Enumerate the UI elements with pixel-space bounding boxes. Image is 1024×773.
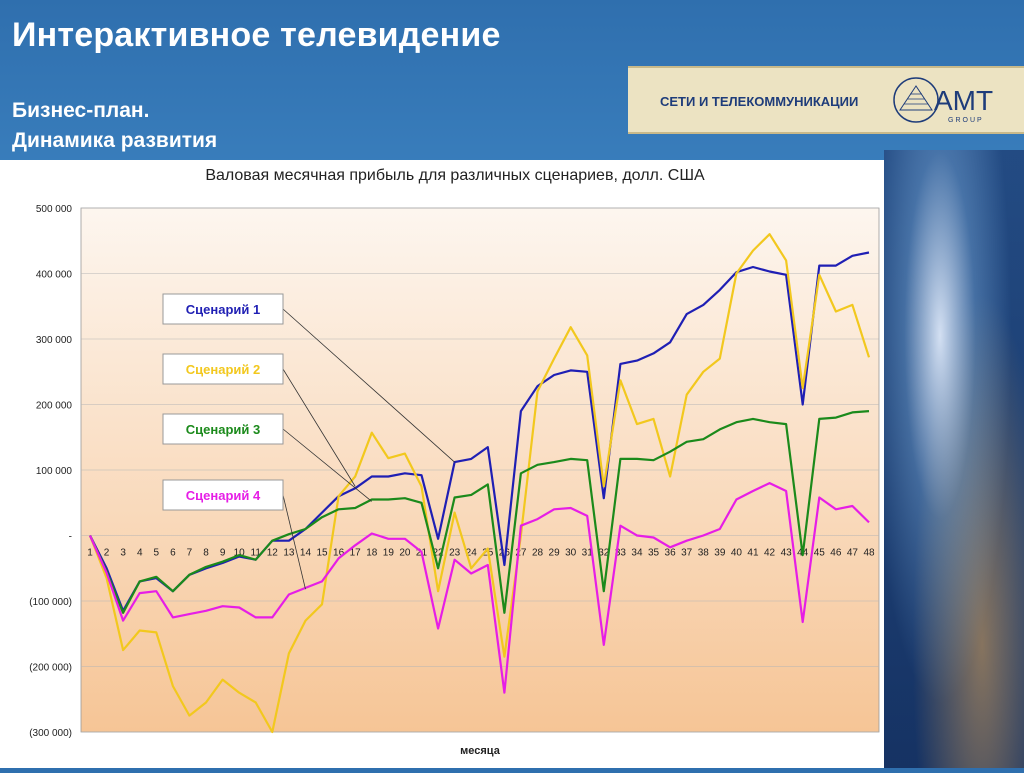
x-tick-label: 13 [283, 548, 295, 559]
x-tick-label: 17 [350, 548, 362, 559]
x-tick-label: 1 [87, 548, 93, 559]
x-tick-label: 33 [615, 548, 627, 559]
x-tick-label: 9 [220, 548, 226, 559]
legend-leader-line [282, 428, 373, 502]
y-tick-label: 100 000 [36, 466, 73, 477]
chart-panel: Валовая месячная прибыль для различных с… [0, 160, 884, 768]
profit-chart: Валовая месячная прибыль для различных с… [29, 167, 880, 757]
x-tick-label: 28 [532, 548, 544, 559]
x-tick-label: 48 [863, 548, 875, 559]
legend-leader-line [282, 308, 455, 463]
x-tick-label: 29 [549, 548, 561, 559]
y-tick-label: (100 000) [29, 597, 72, 608]
legend-leader-line [282, 368, 356, 487]
x-tick-label: 23 [449, 548, 461, 559]
legend-label: Сценарий 1 [186, 302, 260, 317]
x-tick-label: 7 [187, 548, 193, 559]
x-tick-label: 4 [137, 548, 143, 559]
logo-brand-subtext: GROUP [948, 117, 984, 124]
y-tick-label: 500 000 [36, 204, 73, 215]
company-logo-band: СЕТИ И ТЕЛЕКОММУНИКАЦИИ AMT GROUP [628, 66, 1024, 134]
x-tick-label: 26 [499, 548, 511, 559]
legend-box [162, 413, 284, 445]
x-tick-label: 35 [648, 548, 660, 559]
y-tick-label: - [69, 532, 72, 543]
x-tick-label: 12 [267, 548, 279, 559]
y-tick-label: (200 000) [29, 663, 72, 674]
y-tick-label: 400 000 [36, 270, 73, 281]
series-line-4 [88, 482, 870, 694]
x-tick-label: 31 [582, 548, 594, 559]
x-tick-label: 5 [154, 548, 160, 559]
x-tick-label: 46 [830, 548, 842, 559]
series-line-3 [89, 410, 870, 614]
series-line-2 [88, 233, 871, 734]
x-tick-label: 18 [366, 548, 378, 559]
x-tick-label: 42 [764, 548, 776, 559]
page-subtitle: Бизнес-план. Динамика развития [12, 96, 217, 156]
x-tick-label: 27 [515, 548, 527, 559]
x-axis-label: месяца [460, 745, 501, 757]
decorative-background-image [884, 150, 1024, 768]
subtitle-line-2: Динамика развития [12, 129, 218, 152]
x-tick-label: 10 [234, 548, 246, 559]
x-tick-label: 37 [681, 548, 693, 559]
page-title: Интерактивное телевидение [12, 16, 501, 54]
x-tick-label: 14 [300, 548, 312, 559]
company-tagline: СЕТИ И ТЕЛЕКОММУНИКАЦИИ [660, 94, 859, 109]
x-tick-label: 22 [433, 548, 445, 559]
legend-leader-line [282, 494, 306, 590]
x-tick-label: 41 [747, 548, 759, 559]
y-tick-label: 200 000 [36, 401, 73, 412]
x-tick-label: 45 [814, 548, 826, 559]
x-tick-label: 6 [170, 548, 176, 559]
legend-label: Сценарий 3 [186, 422, 260, 437]
x-tick-label: 11 [251, 548, 262, 559]
chart-title: Валовая месячная прибыль для различных с… [205, 167, 705, 184]
x-tick-label: 34 [631, 548, 643, 559]
x-tick-label: 2 [104, 548, 110, 559]
x-tick-label: 32 [598, 548, 610, 559]
x-tick-label: 47 [847, 548, 859, 559]
x-tick-label: 8 [203, 548, 209, 559]
x-tick-label: 24 [466, 548, 478, 559]
x-tick-label: 39 [714, 548, 726, 559]
x-tick-label: 3 [120, 548, 126, 559]
subtitle-line-1: Бизнес-план. [12, 99, 150, 122]
x-tick-label: 19 [383, 548, 395, 559]
y-tick-label: 300 000 [36, 335, 73, 346]
legend-box [162, 479, 284, 511]
legend-label: Сценарий 4 [186, 488, 261, 503]
x-tick-label: 30 [565, 548, 577, 559]
x-tick-label: 40 [731, 548, 743, 559]
x-tick-label: 38 [698, 548, 710, 559]
y-tick-label: (300 000) [29, 728, 72, 739]
amt-group-logo: AMT GROUP [893, 77, 993, 124]
legend-label: Сценарий 2 [186, 362, 260, 377]
x-tick-label: 15 [316, 548, 328, 559]
x-tick-label: 43 [781, 548, 793, 559]
x-tick-label: 16 [333, 548, 345, 559]
x-tick-label: 20 [399, 548, 411, 559]
legend-box [162, 293, 284, 325]
x-tick-label: 36 [665, 548, 677, 559]
logo-brand-text: AMT [934, 85, 993, 116]
legend-box [162, 353, 284, 385]
